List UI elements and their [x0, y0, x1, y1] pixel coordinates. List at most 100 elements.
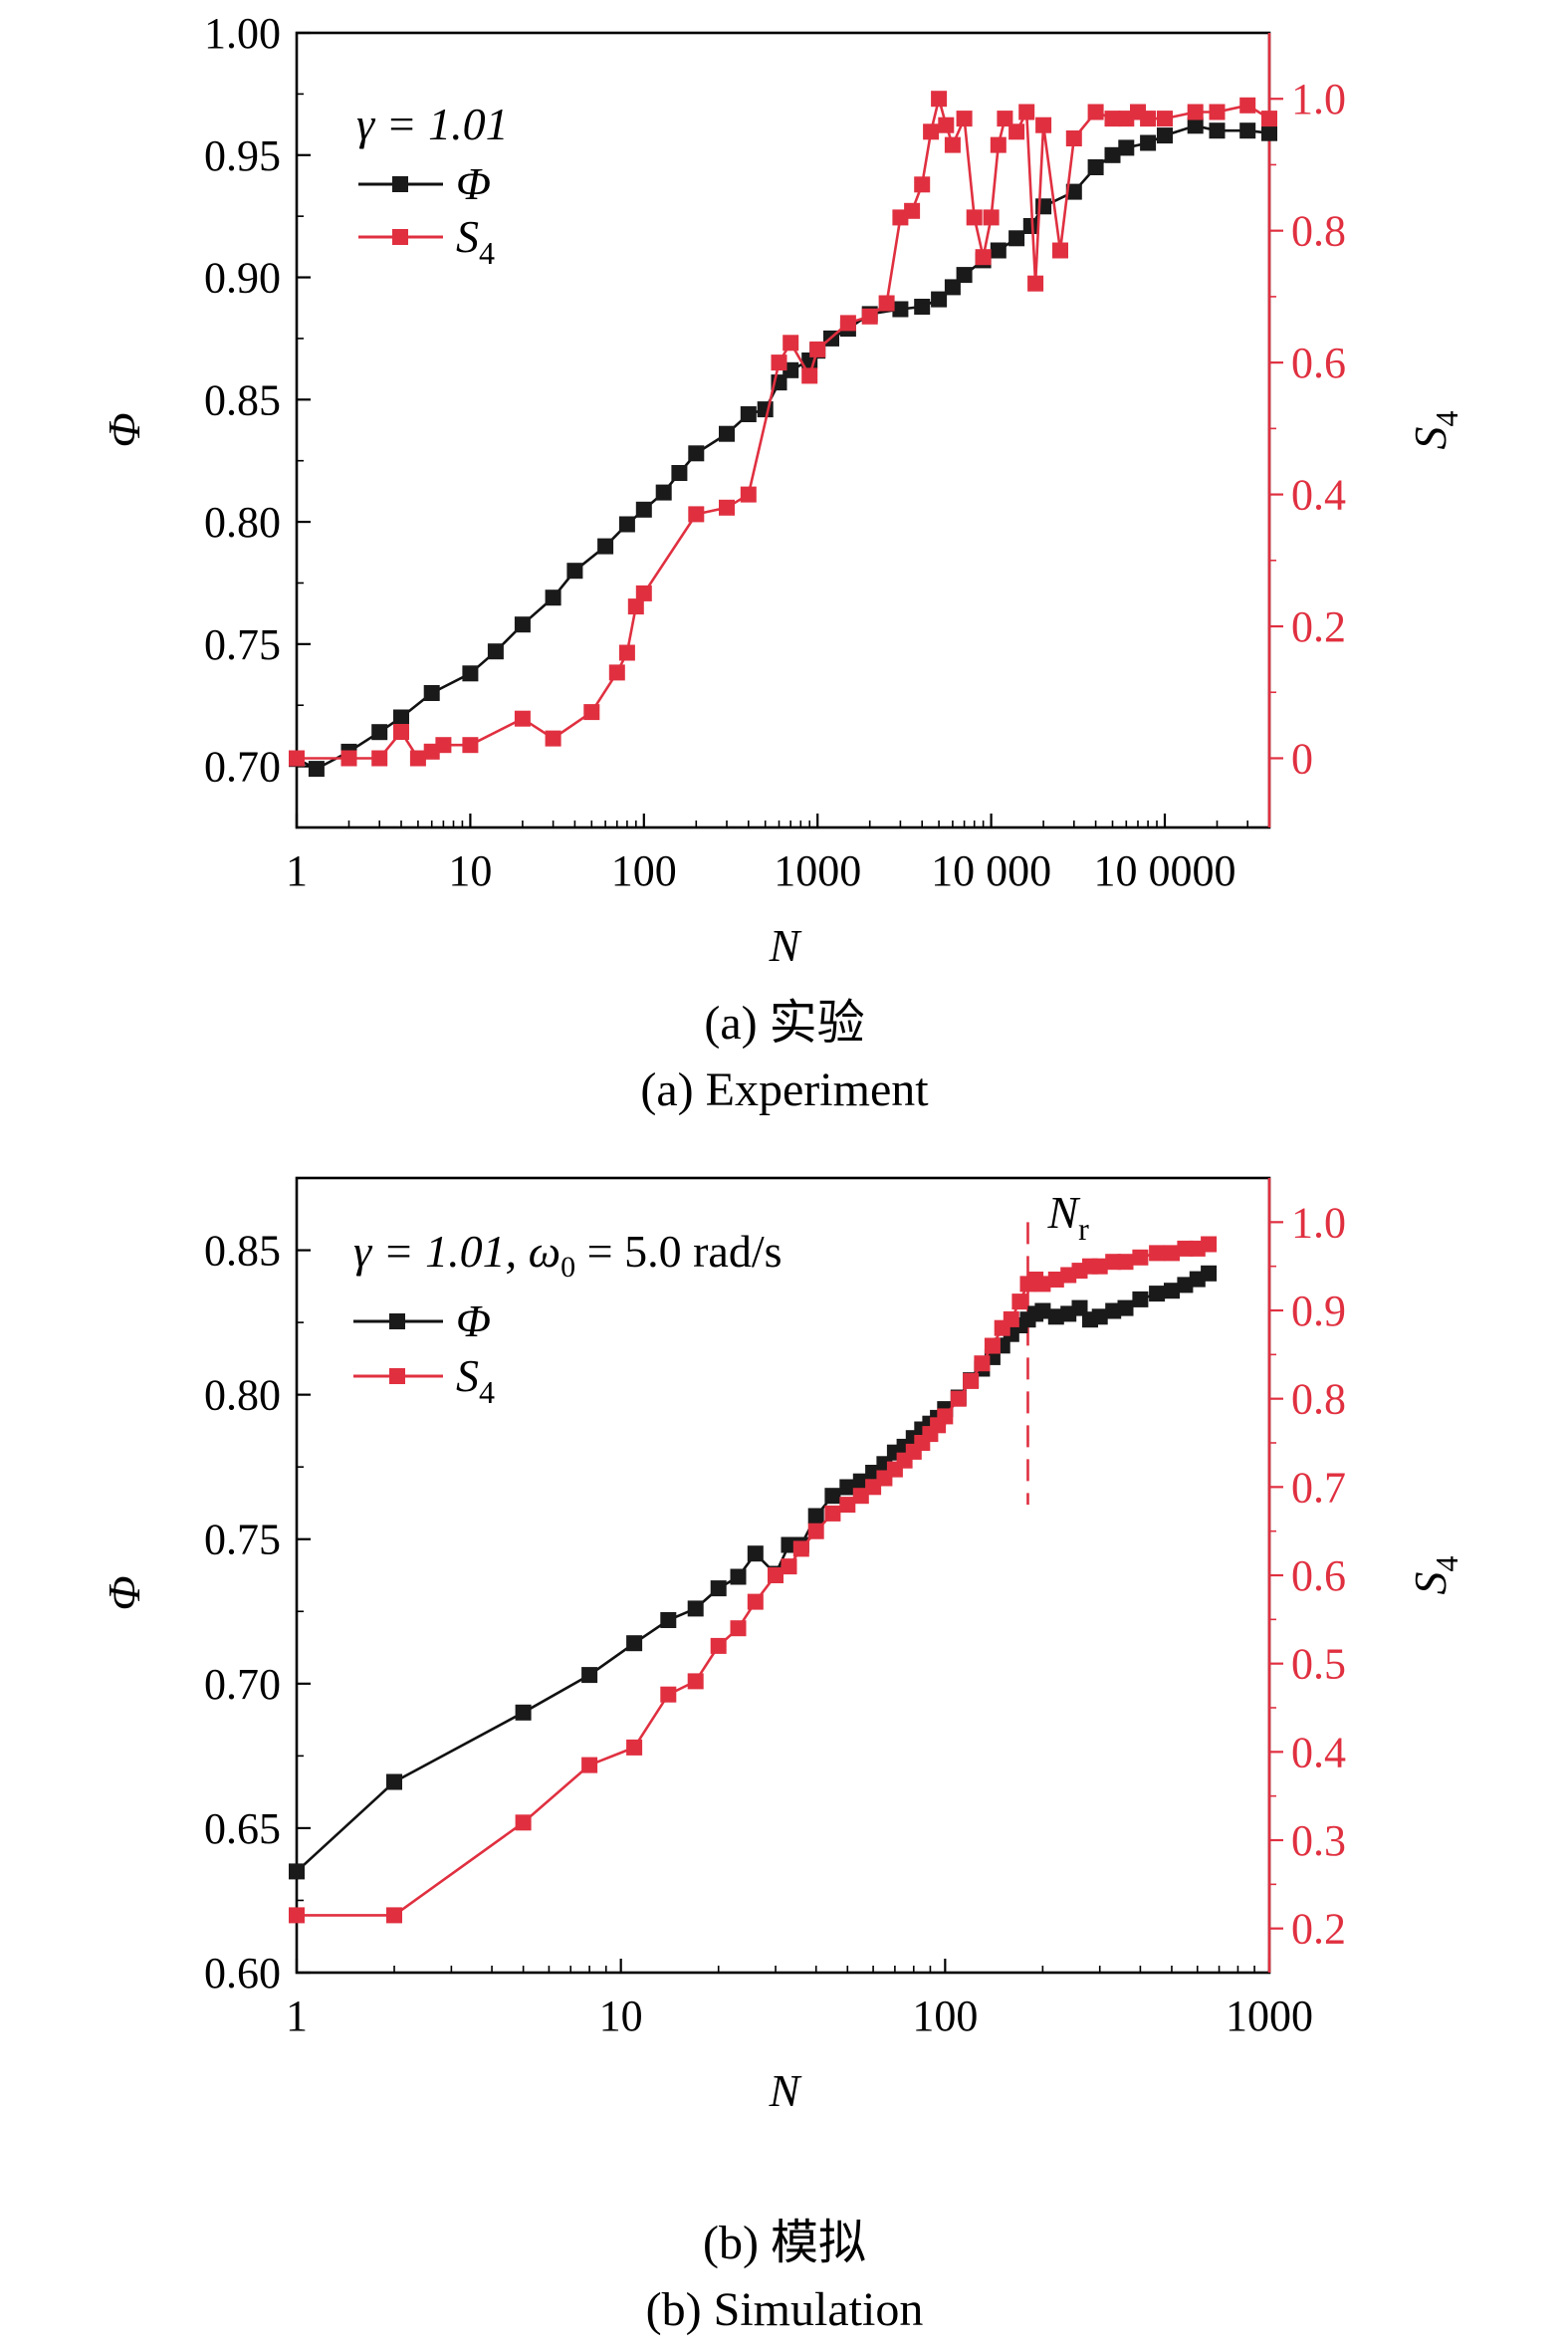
chart-b-s4-point: [710, 1637, 727, 1654]
chart-b-phi-point: [1047, 1308, 1064, 1325]
chart-b-s4-point: [386, 1907, 402, 1924]
chart-a-s4-point: [514, 710, 531, 727]
chart-a-s4-point: [878, 295, 895, 312]
chart-a-legend-phi-marker: [392, 176, 408, 192]
chart-b-s4-point: [937, 1408, 954, 1425]
chart-a-s4-point: [904, 202, 921, 219]
chart-a-y-axis-label: Φ: [99, 412, 149, 447]
chart-a-s4-point: [861, 308, 878, 325]
chart-b-s4-series-line: [297, 1243, 1210, 1917]
chart-a-s4-point: [923, 123, 940, 140]
chart-a-phi-point: [740, 406, 757, 422]
chart-b-phi-point: [824, 1488, 841, 1505]
chart-b-phi-point: [710, 1580, 727, 1597]
chart-b-phi-point: [687, 1600, 704, 1617]
chart-b-phi-point: [1164, 1283, 1180, 1299]
chart-a-phi-point: [892, 301, 909, 318]
chart-b-y2-tick-label: 0.5: [1291, 1640, 1346, 1689]
chart-a-phi-point: [1118, 139, 1135, 156]
chart-b-s4-point: [1177, 1240, 1194, 1257]
chart-b-s4-point: [747, 1593, 764, 1610]
chart-a-s4-point: [771, 354, 787, 371]
chart-b-phi-point: [852, 1473, 869, 1490]
chart-b-s4-point: [626, 1739, 643, 1756]
chart-b-y-tick-label: 0.65: [204, 1804, 281, 1853]
chart-a-s4-point: [1239, 97, 1256, 114]
chart-a-phi-point: [1157, 127, 1173, 144]
chart-a-x-tick-label: 10 000: [931, 846, 1051, 895]
chart-a-y2-tick-label: 0: [1291, 734, 1313, 783]
chart-b-legend-s4-sub: 4: [479, 1374, 495, 1410]
chart-a-s4-point: [990, 136, 1007, 153]
chart-a-s4-point: [618, 644, 635, 661]
chart-b-s4-point: [1091, 1258, 1108, 1275]
chart-a-s4-point: [289, 750, 305, 767]
chart-a-phi-point: [635, 501, 652, 518]
chart-a-phi-point: [655, 484, 672, 501]
chart-a-s4-point: [975, 249, 992, 266]
chart-b-s4-point: [781, 1558, 797, 1575]
chart-b-y2-tick-label: 0.2: [1291, 1905, 1346, 1954]
chart-b-y2-axis-label: S4: [1405, 1556, 1464, 1595]
chart-a-s4-point: [740, 486, 757, 503]
chart-a-s4-point: [688, 506, 705, 523]
chart-b-phi-point: [1201, 1265, 1218, 1282]
chart-a-s4-point: [914, 176, 931, 193]
chart-a-phi-point: [1261, 124, 1277, 141]
chart-a-s4-point: [801, 367, 818, 384]
chart-b-y-axis-label: Φ: [99, 1575, 149, 1610]
chart-b-y2-label-sub: 4: [1429, 1556, 1464, 1572]
chart-a-s4-point: [938, 117, 955, 133]
chart-b-legend-omega-value: = 5.0 rad/s: [575, 1226, 782, 1277]
chart-b-phi-point: [1132, 1291, 1149, 1307]
chart-a-phi-point: [1008, 230, 1025, 247]
chart-b-y-tick-label: 0.75: [204, 1516, 281, 1564]
chart-a-x-tick-label: 10: [448, 846, 492, 895]
chart-a-phi-point: [618, 516, 635, 533]
chart-b-nr-label-sub: r: [1078, 1211, 1089, 1247]
chart-a-s4-point: [462, 737, 479, 754]
chart-b-y-tick-label: 0.70: [204, 1660, 281, 1709]
chart-a-y2-tick-label: 0.6: [1291, 339, 1346, 387]
chart-a-s4-point: [783, 335, 799, 352]
chart-a-phi-point: [1239, 122, 1256, 139]
caption-b-english: (b) Simulation: [646, 2283, 924, 2336]
chart-b-s4-point: [1105, 1254, 1122, 1271]
chart-b-phi-point: [386, 1773, 402, 1790]
chart-a-y-tick-label: 0.95: [204, 131, 281, 180]
chart-a-x-axis-label: N: [769, 920, 802, 971]
chart-b-s4-point: [730, 1620, 747, 1637]
chart-a-s4-point: [1140, 111, 1157, 127]
chart-a-s4-point: [1065, 130, 1082, 146]
chart-b-y-tick-label: 0.60: [204, 1949, 281, 1998]
chart-a-s4-point: [1027, 275, 1044, 292]
chart-a-phi-point: [545, 589, 561, 606]
chart-b-y-tick-label: 0.80: [204, 1371, 281, 1420]
chart-a-s4-point: [371, 750, 388, 767]
chart-a-phi-series-line: [296, 123, 1270, 771]
chart-b-legend-s4: S4: [456, 1350, 495, 1410]
chart-a-s4-point: [1035, 117, 1052, 133]
chart-a-s4-point: [409, 750, 426, 767]
chart-b-s4-point: [984, 1337, 1001, 1354]
chart-b-s4-point: [852, 1488, 869, 1505]
chart-b-legend-s4-main: S: [456, 1350, 479, 1401]
chart-a-phi-point: [956, 267, 973, 284]
chart-b-phi-point: [1149, 1286, 1166, 1302]
chart-b-phi-point: [781, 1536, 797, 1553]
chart-a-phi-point: [671, 465, 688, 481]
chart-b-s4-point: [289, 1907, 305, 1924]
chart-a-y-tick-label: 0.70: [204, 743, 281, 792]
chart-a-x-tick-label: 100: [611, 846, 677, 895]
chart-a-phi-point: [393, 709, 409, 726]
chart-b-x-tick-label: 1: [286, 1992, 308, 2040]
chart-a-legend-phi: Φ: [456, 158, 491, 209]
chart-a-s4-point: [1104, 111, 1121, 127]
chart-b-s4-point: [660, 1686, 677, 1703]
chart-b-y2-tick-label: 0.7: [1291, 1463, 1346, 1512]
chart-b-phi-point: [1177, 1277, 1194, 1294]
chart-b-legend-omega-sub: 0: [560, 1251, 575, 1284]
chart-a-x-tick-label: 10 0000: [1094, 846, 1236, 895]
chart-b-s4-point: [839, 1497, 856, 1514]
